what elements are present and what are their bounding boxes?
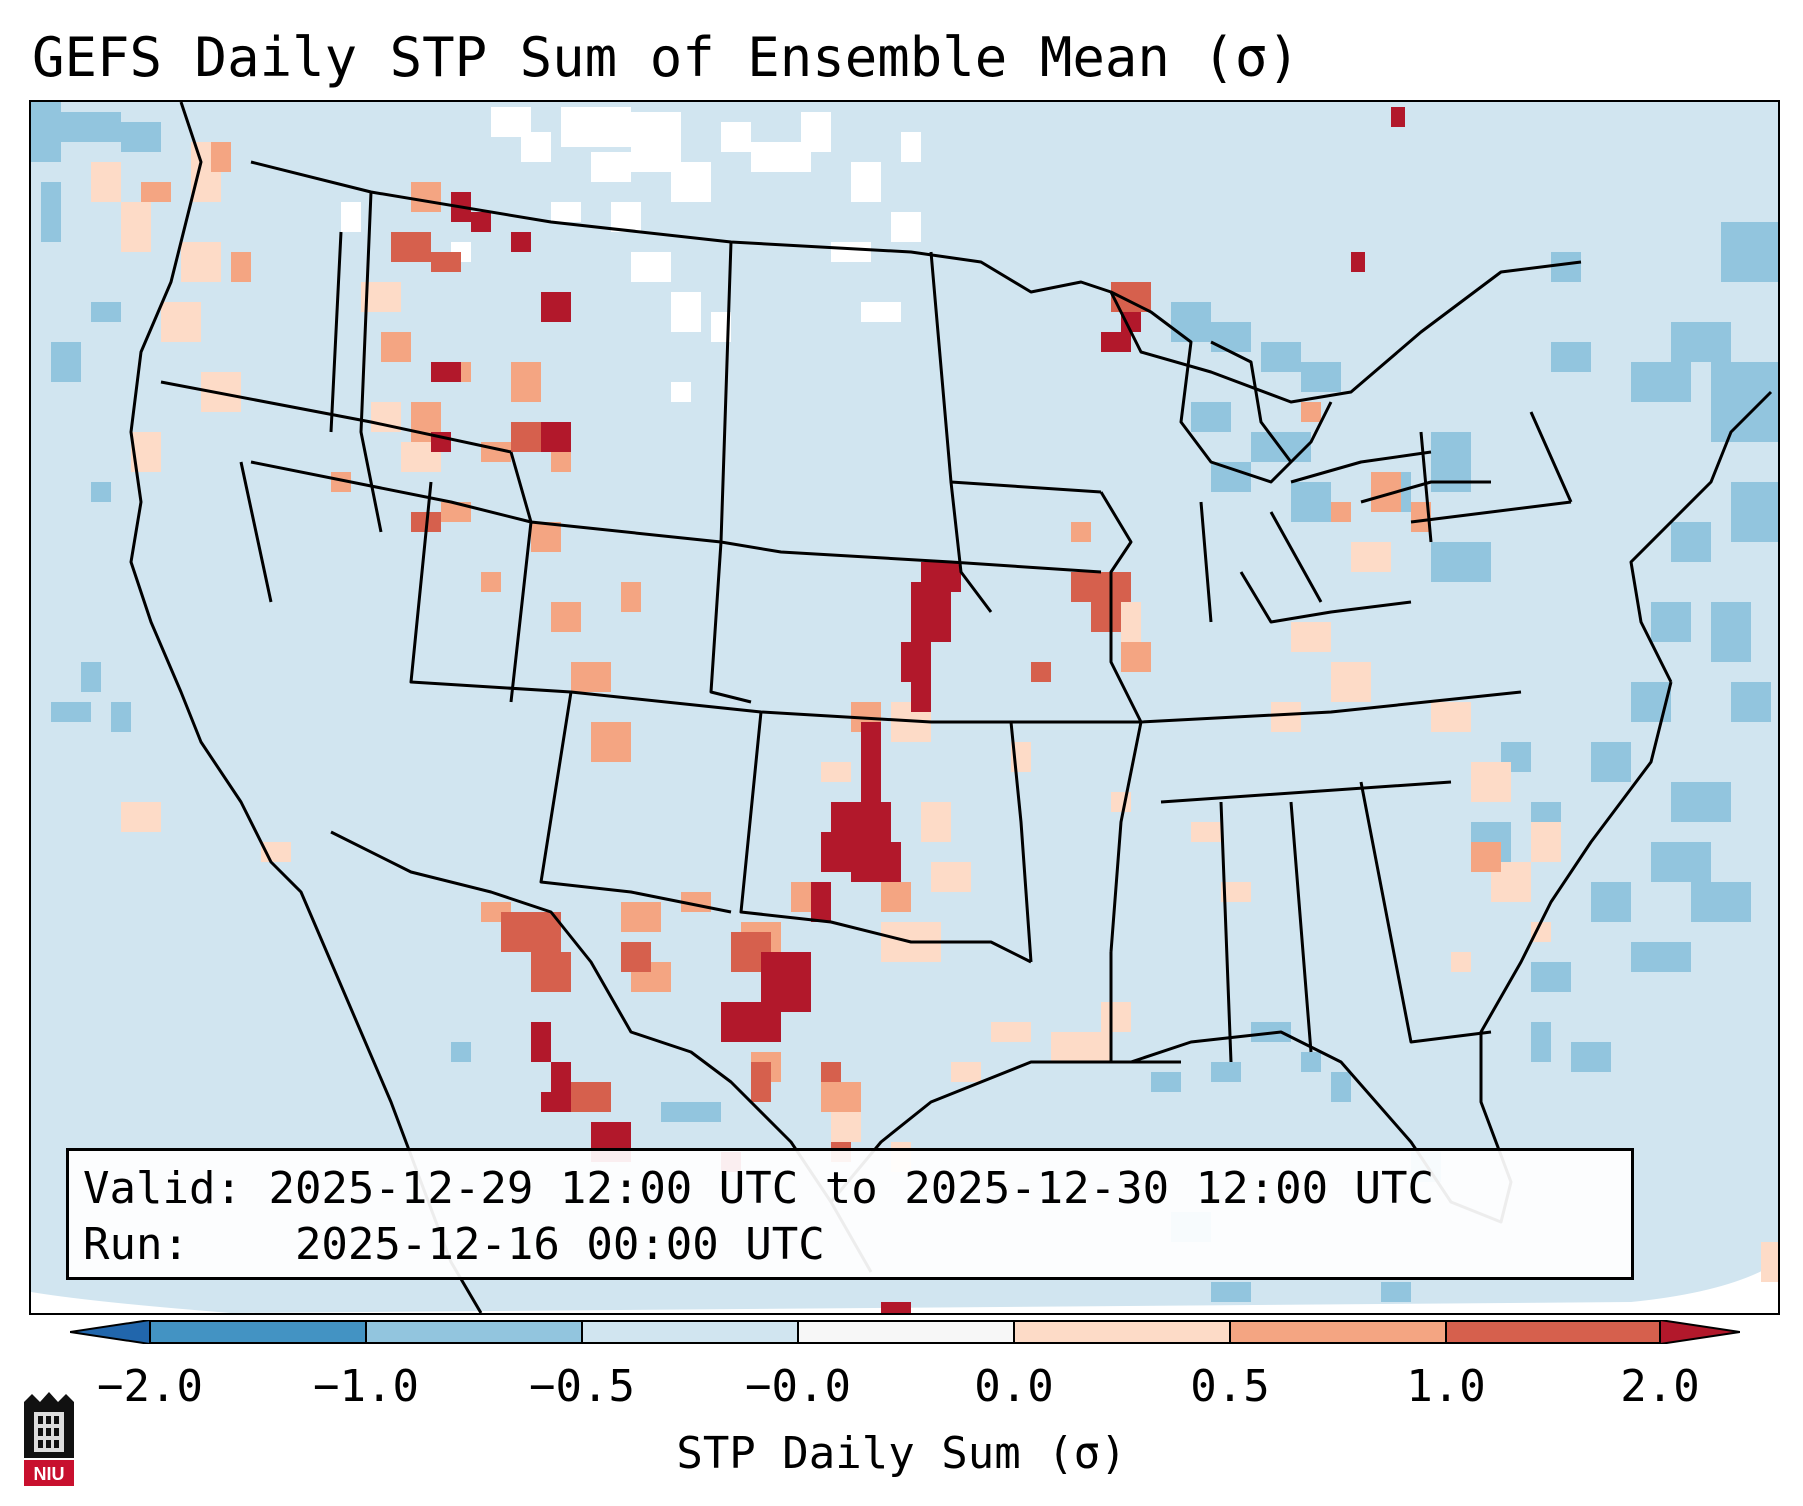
colorbar-tick-label: −0.0	[745, 1361, 851, 1412]
state-lines-east	[1140, 411, 1573, 1063]
niu-logo: NIU	[24, 1392, 74, 1486]
colorbar-tick-label: −2.0	[97, 1361, 203, 1412]
colorbar-bin-0-05	[1014, 1320, 1230, 1344]
canada-us-border	[250, 160, 1582, 404]
stp-map	[31, 102, 1778, 1313]
validity-info-box: Valid: 2025-12-29 12:00 UTC to 2025-12-3…	[66, 1148, 1634, 1280]
colorbar-bin-05-1	[1230, 1320, 1446, 1344]
colorbar-bin-1-2	[1446, 1320, 1660, 1344]
logo-text: NIU	[34, 1464, 65, 1484]
colorbar-label: STP Daily Sum (σ)	[676, 1428, 1127, 1479]
colorbar-bin-neg05-0	[582, 1320, 798, 1344]
valid-value: 2025-12-29 12:00 UTC to 2025-12-30 12:00…	[268, 1163, 1435, 1214]
colorbar-bin-neg2-neg1	[150, 1320, 366, 1344]
boundaries	[129, 102, 1773, 1313]
colorbar-extend-min	[70, 1320, 151, 1344]
near-zero-patches	[341, 107, 921, 402]
colorbar-tick-label: −0.5	[529, 1361, 635, 1412]
extreme-positive-cells	[431, 107, 1405, 1313]
colorbar-ticks	[149, 1320, 1661, 1344]
state-lines-central	[539, 481, 1181, 1064]
colorbar-tick-label: 1.0	[1406, 1361, 1486, 1412]
colorbar-tick-label: 2.0	[1620, 1361, 1700, 1412]
page-title: GEFS Daily STP Sum of Ensemble Mean (σ)	[32, 26, 1300, 89]
colorbar-tick-label: 0.5	[1190, 1361, 1270, 1412]
great-lakes	[1110, 290, 1491, 504]
moderate-positive-cells	[141, 142, 1501, 1112]
valid-label: Valid:	[83, 1163, 242, 1214]
strong-positive-cells	[391, 232, 1151, 1162]
coastline-west	[129, 102, 483, 1313]
colorbar-tick-label: −1.0	[313, 1361, 419, 1412]
colorbar	[70, 1320, 1740, 1344]
map-panel	[29, 100, 1780, 1315]
colorbar-bin-zero	[798, 1320, 1014, 1344]
negative-anomaly-cells	[31, 102, 1778, 1302]
run-label: Run:	[83, 1219, 189, 1270]
east-coast	[1629, 390, 1773, 683]
colorbar-tick-label: 0.0	[974, 1361, 1054, 1412]
colorbar-extend-max	[1659, 1320, 1740, 1344]
run-value: 2025-12-16 00:00 UTC	[294, 1219, 825, 1270]
colorbar-bin-neg1-neg05	[366, 1320, 582, 1344]
